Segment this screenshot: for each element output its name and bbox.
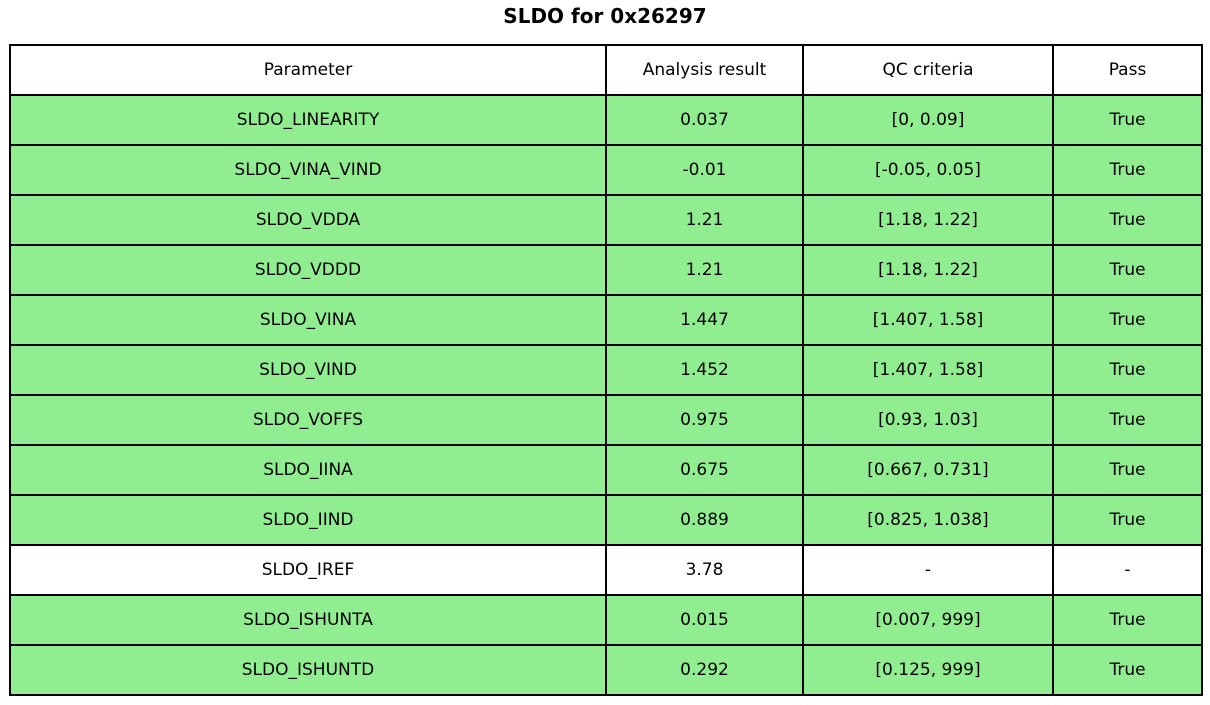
parameter-cell: SLDO_VINA: [9, 294, 607, 346]
parameter-cell: SLDO_VDDA: [9, 194, 607, 246]
table-row: SLDO_ISHUNTD 0.292 [0.125, 999] True: [9, 644, 1203, 696]
qc-criteria-cell: [0.007, 999]: [802, 594, 1054, 646]
header-row: Parameter Analysis result QC criteria Pa…: [9, 44, 1203, 96]
pass-cell: True: [1052, 394, 1203, 446]
table-row: SLDO_IIND 0.889 [0.825, 1.038] True: [9, 494, 1203, 546]
analysis-result-cell: 0.975: [605, 394, 804, 446]
qc-criteria-cell: [0.93, 1.03]: [802, 394, 1054, 446]
analysis-result-cell: 0.037: [605, 94, 804, 146]
parameter-cell: SLDO_VDDD: [9, 244, 607, 296]
analysis-result-cell: 0.889: [605, 494, 804, 546]
pass-cell: -: [1052, 544, 1203, 596]
parameter-cell: SLDO_VIND: [9, 344, 607, 396]
parameter-cell: SLDO_IREF: [9, 544, 607, 596]
analysis-result-cell: -0.01: [605, 144, 804, 196]
table-row: SLDO_VINA_VIND -0.01 [-0.05, 0.05] True: [9, 144, 1203, 196]
qc-criteria-cell: [0, 0.09]: [802, 94, 1054, 146]
analysis-result-cell: 1.452: [605, 344, 804, 396]
pass-cell: True: [1052, 344, 1203, 396]
qc-criteria-cell: [1.407, 1.58]: [802, 344, 1054, 396]
pass-cell: True: [1052, 294, 1203, 346]
table-row: SLDO_IINA 0.675 [0.667, 0.731] True: [9, 444, 1203, 496]
table-row: SLDO_LINEARITY 0.037 [0, 0.09] True: [9, 94, 1203, 146]
table-row: SLDO_VDDD 1.21 [1.18, 1.22] True: [9, 244, 1203, 296]
analysis-result-cell: 0.675: [605, 444, 804, 496]
qc-criteria-cell: [0.825, 1.038]: [802, 494, 1054, 546]
parameter-cell: SLDO_LINEARITY: [9, 94, 607, 146]
header-parameter: Parameter: [9, 44, 607, 96]
analysis-result-cell: 1.21: [605, 244, 804, 296]
pass-cell: True: [1052, 644, 1203, 696]
table-row: SLDO_VIND 1.452 [1.407, 1.58] True: [9, 344, 1203, 396]
analysis-result-cell: 0.015: [605, 594, 804, 646]
qc-criteria-cell: [1.18, 1.22]: [802, 244, 1054, 296]
parameter-cell: SLDO_VOFFS: [9, 394, 607, 446]
header-qc-criteria: QC criteria: [802, 44, 1054, 96]
pass-cell: True: [1052, 144, 1203, 196]
analysis-result-cell: 1.21: [605, 194, 804, 246]
qc-criteria-cell: [1.18, 1.22]: [802, 194, 1054, 246]
qc-criteria-cell: [-0.05, 0.05]: [802, 144, 1054, 196]
pass-cell: True: [1052, 194, 1203, 246]
parameter-cell: SLDO_VINA_VIND: [9, 144, 607, 196]
pass-cell: True: [1052, 494, 1203, 546]
table-row: SLDO_IREF 3.78- -: [9, 544, 1203, 596]
header-analysis-result: Analysis result: [605, 44, 804, 96]
qc-criteria-cell: [0.125, 999]: [802, 644, 1054, 696]
table-row: SLDO_ISHUNTA 0.015 [0.007, 999] True: [9, 594, 1203, 646]
parameter-cell: SLDO_ISHUNTA: [9, 594, 607, 646]
pass-cell: True: [1052, 94, 1203, 146]
qc-table: Parameter Analysis result QC criteria Pa…: [9, 44, 1203, 696]
table-row: SLDO_VDDA 1.21 [1.18, 1.22] True: [9, 194, 1203, 246]
analysis-result-cell: 0.292: [605, 644, 804, 696]
table-body: SLDO_LINEARITY 0.037 [0, 0.09] True SLDO_VIN…: [9, 94, 1203, 696]
qc-criteria-cell: [0.667, 0.731]: [802, 444, 1054, 496]
header-pass: Pass: [1052, 44, 1203, 96]
figure-title: SLDO for 0x26297: [503, 4, 707, 28]
parameter-cell: SLDO_IINA: [9, 444, 607, 496]
analysis-result-cell: 3.78: [605, 544, 804, 596]
table-row: SLDO_VOFFS 0.975 [0.93, 1.03] True: [9, 394, 1203, 446]
analysis-result-cell: 1.447: [605, 294, 804, 346]
pass-cell: True: [1052, 444, 1203, 496]
table-row: SLDO_VINA 1.447 [1.407, 1.58] True: [9, 294, 1203, 346]
parameter-cell: SLDO_ISHUNTD: [9, 644, 607, 696]
qc-criteria-cell: -: [802, 544, 1054, 596]
parameter-cell: SLDO_IIND: [9, 494, 607, 546]
qc-criteria-cell: [1.407, 1.58]: [802, 294, 1054, 346]
pass-cell: True: [1052, 244, 1203, 296]
pass-cell: True: [1052, 594, 1203, 646]
